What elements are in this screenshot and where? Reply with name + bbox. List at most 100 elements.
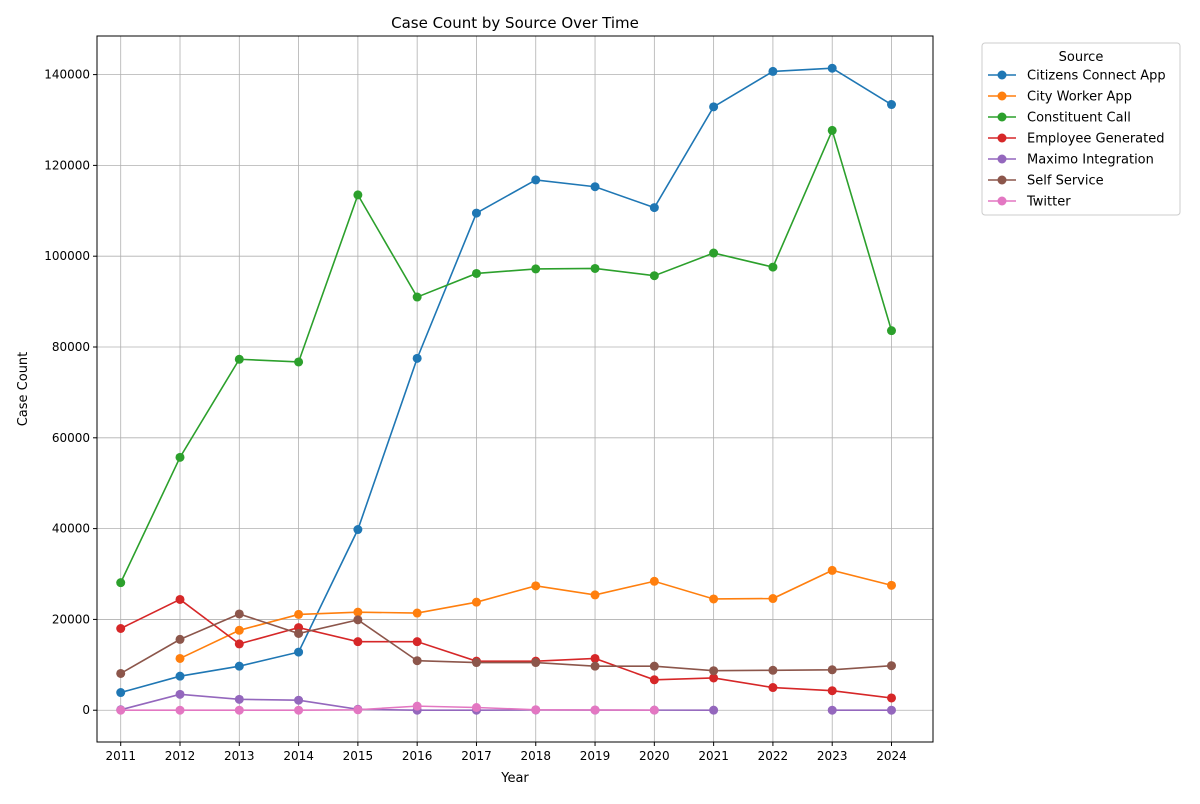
y-tick-label: 60000 (52, 431, 90, 445)
data-point (353, 190, 363, 200)
data-point (116, 623, 126, 633)
data-point (768, 66, 778, 76)
data-point (709, 248, 719, 258)
x-tick-label: 2021 (698, 749, 729, 763)
x-tick-label: 2020 (639, 749, 670, 763)
data-point (175, 594, 185, 604)
data-point (709, 705, 719, 715)
data-point (471, 702, 481, 712)
x-tick-label: 2019 (580, 749, 611, 763)
legend-marker (997, 70, 1007, 80)
x-tick-label: 2011 (105, 749, 136, 763)
data-point (116, 668, 126, 678)
data-point (471, 597, 481, 607)
data-point (827, 565, 837, 575)
legend: Source Citizens Connect App City Worker A… (981, 42, 1181, 216)
data-point (590, 705, 600, 715)
series-line (119, 128, 893, 583)
legend-entry: Constituent Call (1027, 111, 1131, 126)
data-point (827, 125, 837, 135)
data-point (590, 182, 600, 192)
data-point (175, 634, 185, 644)
data-point (590, 661, 600, 671)
series-citizens-connect-app (116, 63, 896, 698)
data-point (531, 581, 541, 591)
data-point (412, 292, 422, 302)
x-tick-label: 2016 (402, 749, 433, 763)
data-point (234, 625, 244, 635)
data-point (649, 705, 659, 715)
data-point (827, 705, 837, 715)
data-point (234, 705, 244, 715)
legend-entry: Twitter (1026, 195, 1071, 210)
x-tick-label: 2024 (876, 749, 907, 763)
data-point (412, 637, 422, 647)
x-tick-label: 2023 (817, 749, 848, 763)
data-point (827, 63, 837, 73)
series-layer (116, 63, 896, 715)
data-point (175, 705, 185, 715)
data-point (827, 665, 837, 675)
data-point (234, 661, 244, 671)
data-point (471, 658, 481, 668)
data-point (649, 661, 659, 671)
data-point (412, 656, 422, 666)
series-twitter (116, 701, 659, 715)
data-point (886, 661, 896, 671)
y-tick-label: 100000 (44, 249, 90, 263)
data-point (353, 637, 363, 647)
data-point (294, 609, 304, 619)
data-point (175, 671, 185, 681)
series-line (120, 613, 892, 675)
data-point (234, 639, 244, 649)
y-tick-label: 0 (82, 703, 90, 717)
legend-box (981, 42, 1181, 216)
data-point (116, 578, 126, 588)
legend-entry: City Worker App (1027, 90, 1132, 105)
data-point (353, 525, 363, 535)
legend-entry: Maximo Integration (1027, 153, 1154, 168)
data-point (886, 326, 896, 336)
data-point (768, 262, 778, 272)
data-point (412, 608, 422, 618)
series-employee-generated (116, 594, 896, 703)
data-point (886, 580, 896, 590)
data-point (590, 590, 600, 600)
data-point (294, 357, 304, 367)
data-point (294, 647, 304, 657)
series-self-service (116, 609, 896, 678)
data-point (412, 701, 422, 711)
x-tick-label: 2014 (283, 749, 314, 763)
legend-marker (997, 112, 1007, 122)
legend-entry: Employee Generated (1027, 132, 1164, 147)
legend-marker (997, 175, 1007, 185)
x-tick-label: 2013 (224, 749, 255, 763)
legend-entry: Self Service (1027, 174, 1104, 189)
series-line (120, 705, 655, 712)
legend-marker (997, 196, 1007, 206)
series-line (120, 67, 892, 694)
y-tick-label: 120000 (44, 158, 90, 172)
data-point (768, 665, 778, 675)
data-point (412, 353, 422, 363)
x-tick-label: 2017 (461, 749, 492, 763)
legend-marker (997, 133, 1007, 143)
y-tick-label: 80000 (52, 340, 90, 354)
legend-marker (997, 91, 1007, 101)
data-point (294, 705, 304, 715)
data-point (649, 203, 659, 213)
y-axis-ticks: 0 20000 40000 60000 80000 100000 120000 140000 (44, 68, 97, 717)
data-point (471, 268, 481, 278)
x-tick-label: 2022 (758, 749, 789, 763)
series-line (120, 598, 892, 699)
grid (97, 36, 933, 742)
data-point (649, 576, 659, 586)
x-tick-label: 2018 (520, 749, 551, 763)
data-point (649, 271, 659, 281)
data-point (886, 693, 896, 703)
data-point (294, 695, 304, 705)
data-point (709, 666, 719, 676)
data-point (531, 658, 541, 668)
